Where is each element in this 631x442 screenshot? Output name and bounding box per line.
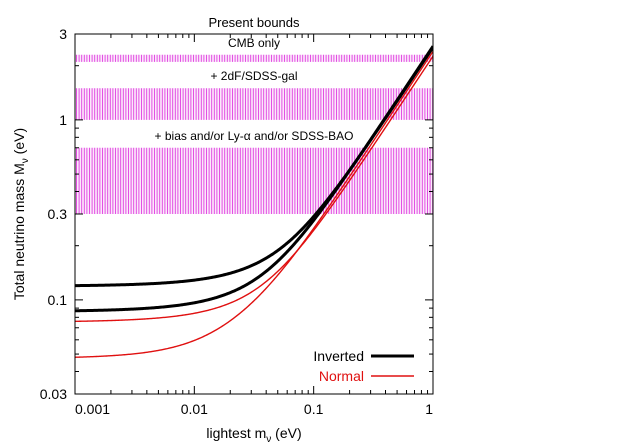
band-0 xyxy=(75,54,433,62)
band-label: + bias and/or Ly-α and/or SDSS-BAO xyxy=(155,129,354,143)
y-tick-label: 1 xyxy=(59,112,67,128)
band-label: CMB only xyxy=(228,36,280,50)
x-tick-label: 0.01 xyxy=(181,401,208,417)
axis-tick-labels: 0.001 0.01 0.1 1 0.03 0.1 0.3 1 3 xyxy=(40,26,433,417)
y-tick-label: 0.3 xyxy=(48,206,68,222)
y-axis-label: Total neutrino mass Mν (eV) xyxy=(11,128,31,300)
bounds-bands xyxy=(75,54,433,214)
band-2 xyxy=(75,147,433,214)
bounds-band-labels: CMB only + 2dF/SDSS-gal + bias and/or Ly-α… xyxy=(155,36,354,143)
x-tick-label: 0.1 xyxy=(304,401,324,417)
band-label: + 2dF/SDSS-gal xyxy=(210,69,297,83)
y-tick-label: 0.03 xyxy=(40,386,67,402)
band-fill xyxy=(75,54,433,62)
y-tick-label: 3 xyxy=(59,26,67,42)
mass-curves xyxy=(75,45,433,358)
legend-label-inverted: Inverted xyxy=(313,348,364,364)
axis-ticks xyxy=(74,33,434,395)
normal-upper-curve xyxy=(75,55,433,323)
inverted-upper-curve xyxy=(75,46,433,288)
band-hatch xyxy=(76,147,433,214)
normal-lower-curve xyxy=(75,51,433,358)
band-hatch xyxy=(76,54,433,62)
legend: Inverted Normal xyxy=(313,348,414,384)
band-1 xyxy=(75,88,433,120)
legend-label-normal: Normal xyxy=(319,368,364,384)
x-tick-label: 0.001 xyxy=(75,401,110,417)
x-tick-label: 1 xyxy=(425,401,433,417)
y-tick-label: 0.1 xyxy=(48,292,68,308)
x-axis-label: lightest mν (eV) xyxy=(206,425,301,442)
chart-title: Present bounds xyxy=(208,15,300,30)
